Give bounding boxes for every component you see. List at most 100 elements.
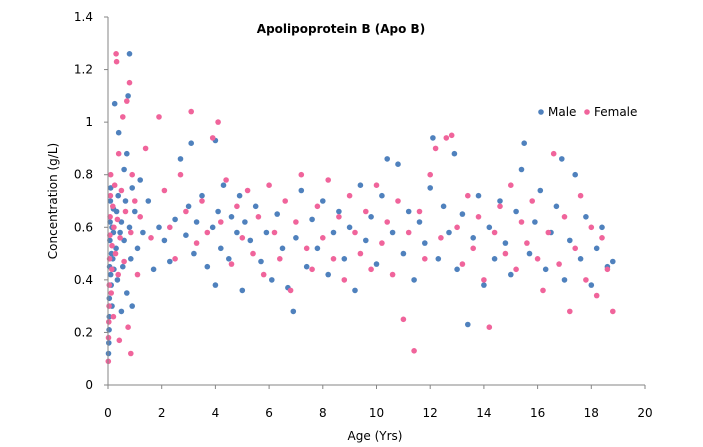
data-point-male bbox=[191, 250, 197, 257]
data-point-female bbox=[577, 192, 584, 199]
data-point-female bbox=[108, 290, 114, 296]
data-point-female bbox=[172, 255, 178, 262]
data-point-male bbox=[435, 255, 442, 262]
data-point-female bbox=[524, 240, 530, 246]
data-point-male bbox=[363, 237, 369, 244]
data-point-female bbox=[400, 316, 407, 323]
y-tick-label: 0 bbox=[85, 378, 93, 392]
data-point-male bbox=[177, 156, 184, 162]
data-point-male bbox=[561, 277, 568, 283]
data-point-female bbox=[481, 277, 487, 283]
data-point-male bbox=[126, 224, 133, 231]
x-axis-label: Age (Yrs) bbox=[348, 429, 403, 443]
data-point-female bbox=[183, 208, 189, 215]
data-point-male bbox=[115, 129, 122, 136]
data-point-female bbox=[448, 132, 455, 139]
data-point-female bbox=[177, 171, 184, 178]
legend: Male Female bbox=[538, 105, 637, 119]
x-tick-label: 6 bbox=[265, 406, 273, 420]
y-tick-label: 0.2 bbox=[74, 325, 93, 339]
data-point-female bbox=[106, 319, 112, 325]
data-point-female bbox=[277, 255, 283, 262]
data-point-female bbox=[610, 308, 616, 315]
data-point-female bbox=[529, 198, 535, 204]
data-point-female bbox=[128, 350, 134, 357]
data-point-male bbox=[121, 237, 127, 244]
data-point-male bbox=[599, 224, 605, 231]
y-tick-label: 0.8 bbox=[74, 168, 93, 182]
data-point-male bbox=[593, 245, 600, 252]
data-point-female bbox=[116, 337, 123, 344]
data-point-male bbox=[140, 229, 146, 236]
data-point-male bbox=[107, 271, 114, 278]
data-point-female bbox=[320, 235, 326, 241]
data-point-male bbox=[124, 290, 130, 296]
data-point-male bbox=[108, 250, 115, 257]
series-male bbox=[105, 51, 616, 357]
data-point-male bbox=[475, 192, 482, 199]
data-point-male bbox=[346, 224, 353, 231]
data-point-male bbox=[293, 235, 299, 241]
data-point-male bbox=[572, 171, 578, 178]
chart-title: Apolipoprotein B (Apo B) bbox=[257, 22, 425, 36]
data-point-female bbox=[325, 177, 332, 183]
data-point-male bbox=[269, 277, 275, 283]
data-point-female bbox=[475, 214, 482, 220]
data-point-female bbox=[583, 277, 589, 283]
data-point-female bbox=[357, 250, 364, 257]
data-point-female bbox=[117, 235, 123, 241]
x-tick-label: 16 bbox=[530, 406, 545, 420]
y-tick-label: 0.6 bbox=[74, 220, 93, 234]
data-point-male bbox=[226, 255, 232, 262]
data-point-female bbox=[599, 235, 605, 241]
data-point-female bbox=[491, 229, 498, 236]
data-point-female bbox=[556, 261, 562, 267]
data-point-female bbox=[443, 135, 450, 141]
data-point-male bbox=[113, 208, 120, 215]
data-point-female bbox=[422, 255, 428, 262]
data-point-male bbox=[134, 245, 141, 252]
data-point-female bbox=[561, 214, 568, 220]
data-point-male bbox=[486, 224, 493, 231]
data-point-female bbox=[395, 198, 401, 204]
y-axis-label: Concentration (g/L) bbox=[46, 143, 60, 259]
data-point-female bbox=[128, 229, 134, 236]
data-point-female bbox=[330, 255, 337, 262]
data-point-female bbox=[314, 203, 321, 210]
data-point-male bbox=[537, 187, 544, 194]
data-point-male bbox=[497, 198, 503, 204]
data-point-male bbox=[521, 140, 527, 146]
data-point-female bbox=[588, 224, 595, 231]
data-point-female bbox=[228, 261, 235, 267]
data-point-female bbox=[111, 182, 118, 188]
data-point-male bbox=[279, 245, 286, 252]
data-point-female bbox=[502, 250, 509, 257]
data-point-female bbox=[215, 119, 221, 125]
data-point-female bbox=[465, 192, 471, 199]
data-point-male bbox=[325, 271, 332, 278]
data-point-female bbox=[125, 324, 131, 331]
data-point-male bbox=[491, 255, 498, 262]
legend-female-marker bbox=[584, 109, 590, 115]
data-point-male bbox=[132, 208, 138, 215]
data-point-female bbox=[234, 203, 240, 210]
data-point-male bbox=[553, 203, 560, 210]
data-point-male bbox=[228, 214, 235, 220]
data-point-male bbox=[239, 287, 246, 294]
data-point-male bbox=[395, 161, 401, 167]
data-point-female bbox=[223, 177, 229, 183]
data-point-male bbox=[446, 229, 452, 236]
data-point-female bbox=[363, 208, 369, 215]
data-point-male bbox=[481, 282, 487, 288]
data-point-female bbox=[209, 135, 216, 141]
data-point-female bbox=[110, 203, 116, 210]
data-point-male bbox=[115, 192, 121, 199]
data-point-male bbox=[172, 216, 178, 223]
data-point-female bbox=[106, 282, 113, 288]
data-point-male bbox=[577, 255, 584, 262]
data-point-male bbox=[124, 150, 130, 157]
data-points bbox=[105, 51, 616, 365]
data-point-female bbox=[550, 150, 557, 157]
data-point-male bbox=[161, 237, 168, 244]
